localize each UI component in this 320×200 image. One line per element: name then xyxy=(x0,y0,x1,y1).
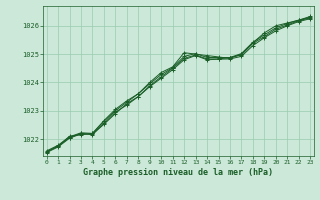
X-axis label: Graphe pression niveau de la mer (hPa): Graphe pression niveau de la mer (hPa) xyxy=(84,168,273,177)
